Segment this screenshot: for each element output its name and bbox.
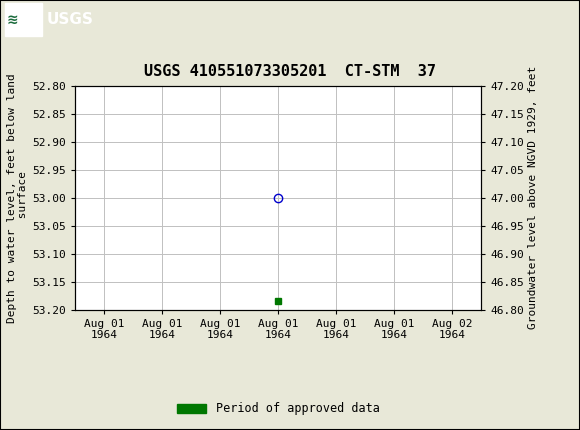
Text: USGS: USGS [46, 12, 93, 27]
Text: ≋: ≋ [7, 12, 19, 26]
Legend: Period of approved data: Period of approved data [172, 397, 385, 420]
Bar [5, 3, 42, 36]
Y-axis label: Groundwater level above NGVD 1929, feet: Groundwater level above NGVD 1929, feet [528, 66, 538, 329]
Text: USGS 410551073305201  CT-STM  37: USGS 410551073305201 CT-STM 37 [144, 64, 436, 80]
Y-axis label: Depth to water level, feet below land
 surface: Depth to water level, feet below land su… [7, 73, 28, 322]
